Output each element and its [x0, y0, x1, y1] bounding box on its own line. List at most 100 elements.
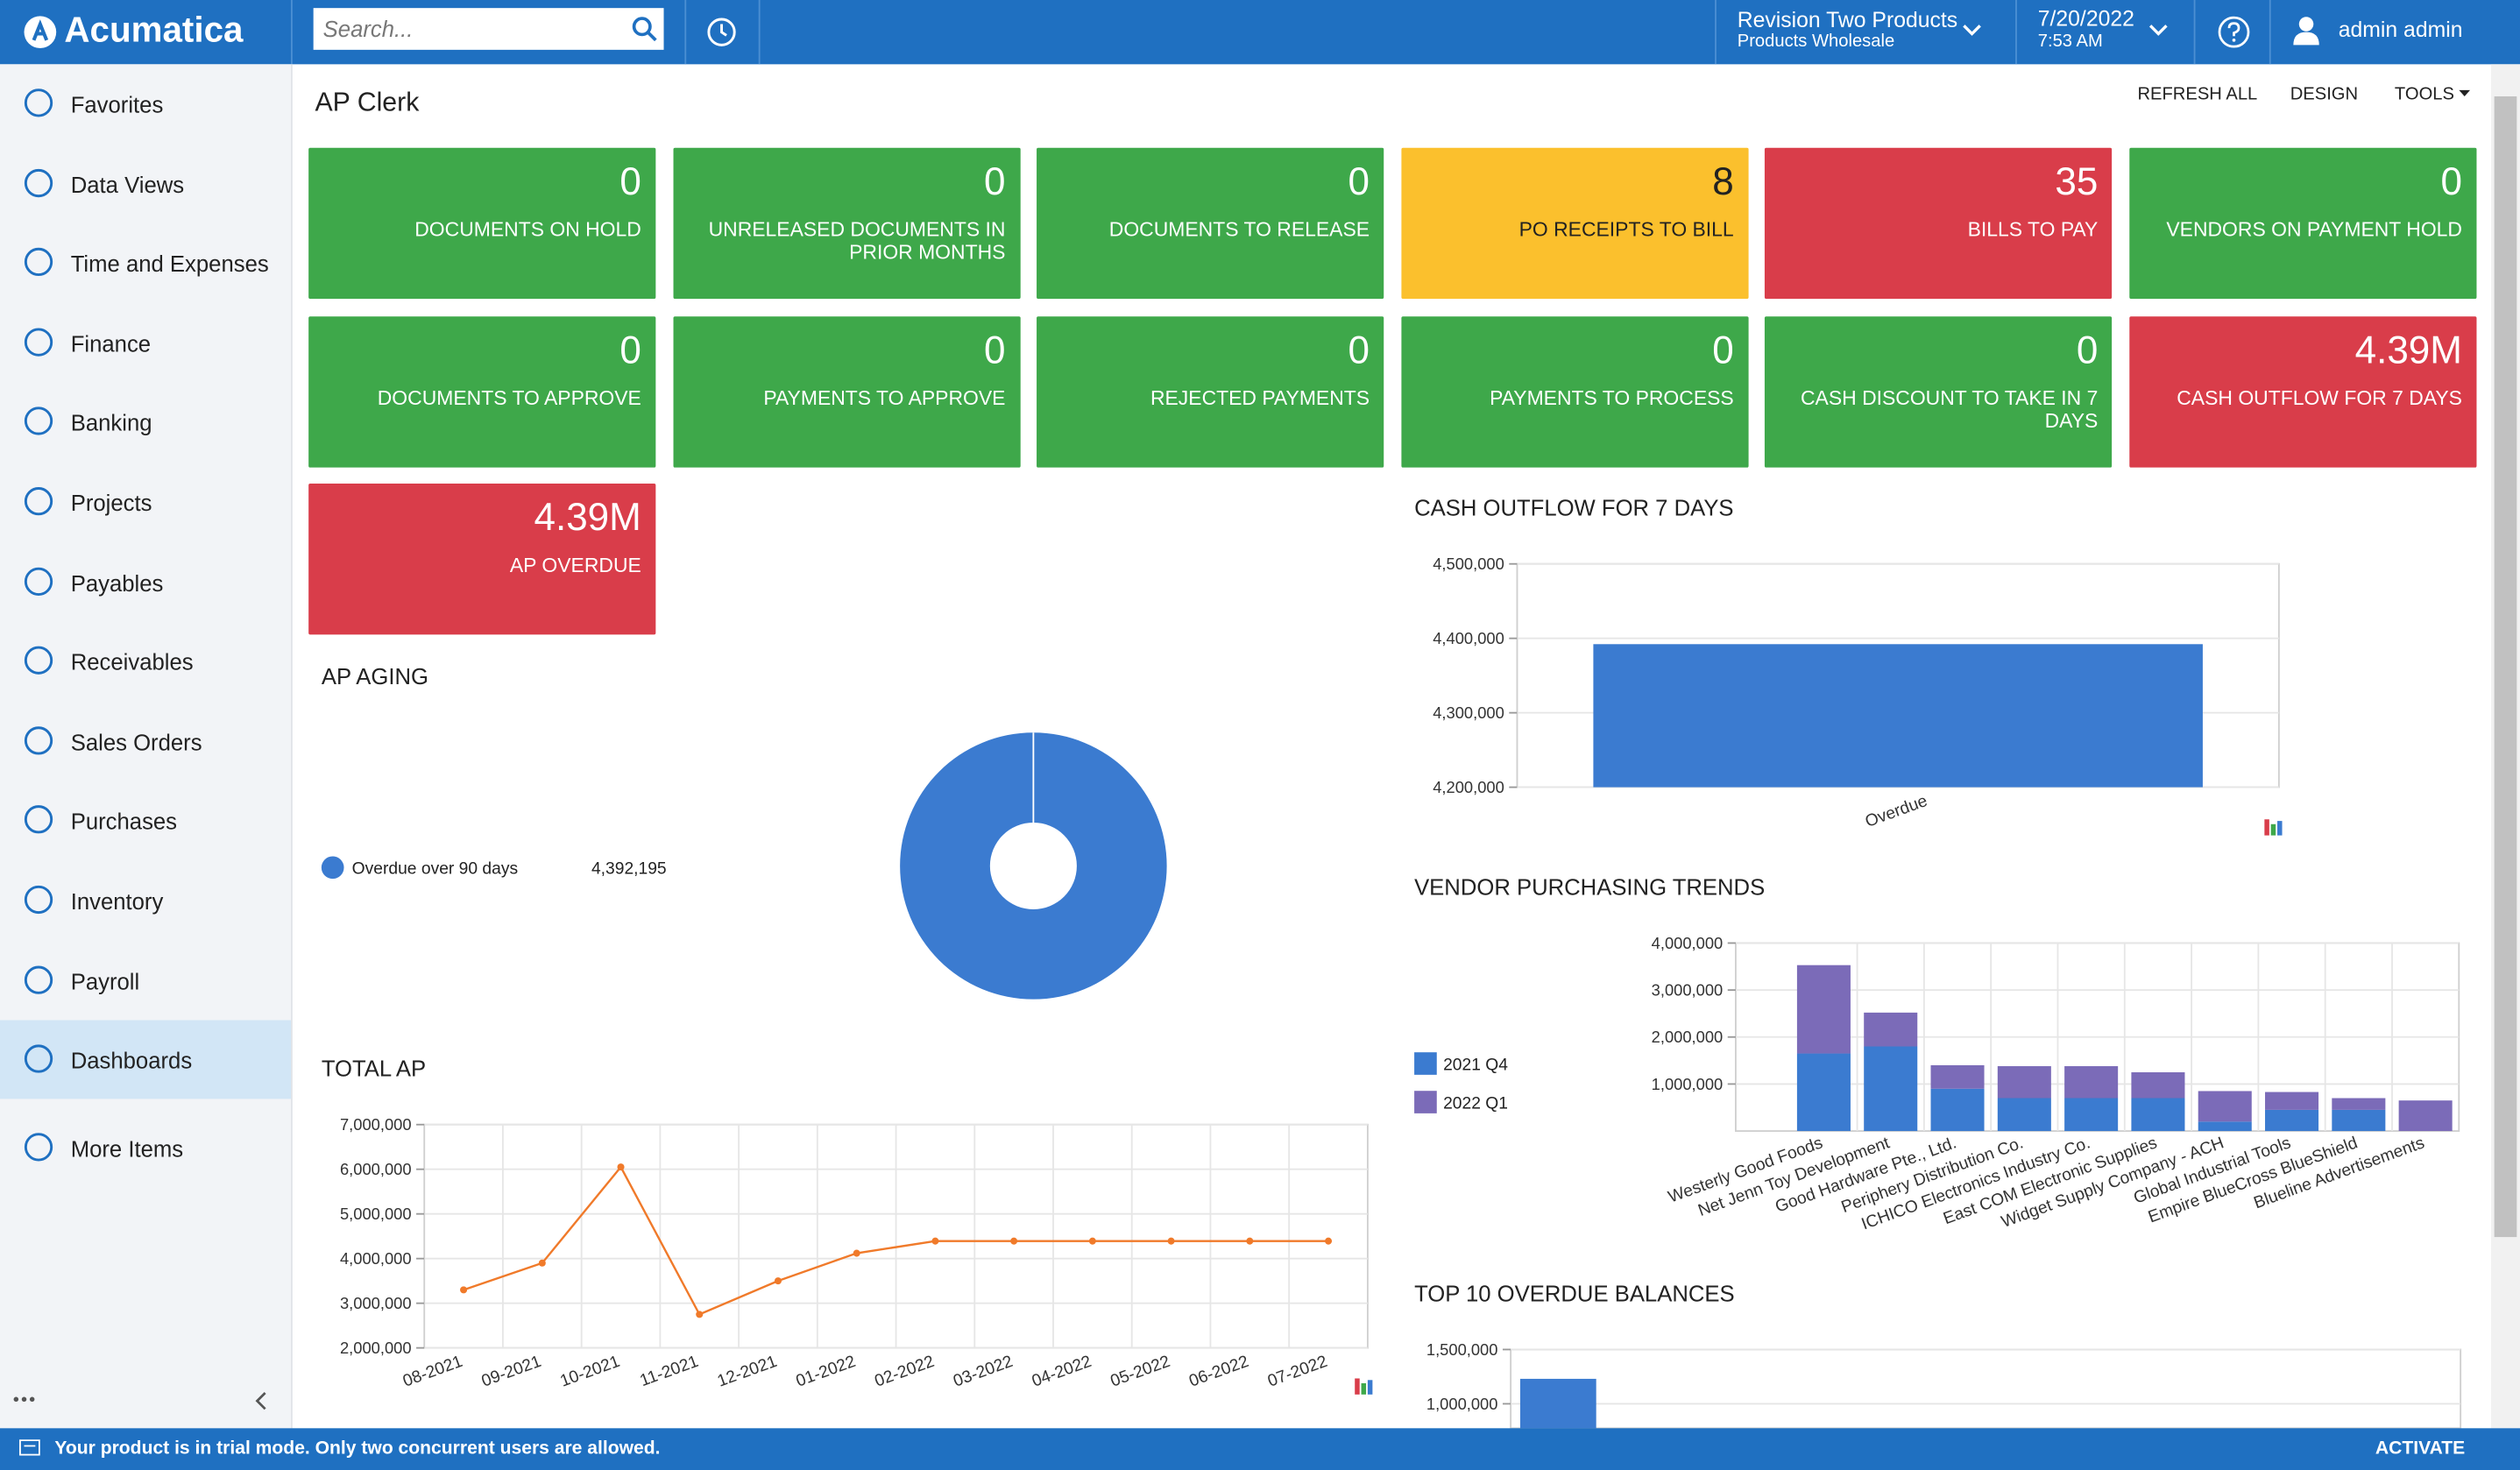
user[interactable]: admin admin	[2338, 18, 2463, 42]
bar-segment	[2332, 1098, 2386, 1110]
kpi-tile[interactable]: 0 VENDORS ON PAYMENT HOLD	[2129, 147, 2477, 300]
scrollbar[interactable]	[2490, 64, 2520, 1429]
footer: Your product is in trial mode. Only two …	[0, 1428, 2520, 1470]
kpi-tile[interactable]: 4.39M AP OVERDUE	[308, 483, 656, 635]
nav-item[interactable]: Payables	[0, 542, 291, 621]
activate[interactable]: ACTIVATE	[2375, 1439, 2466, 1459]
y-tick-label: 1,000,000	[1426, 1395, 1498, 1413]
x-tick-label: 04-2022	[1030, 1353, 1094, 1391]
icon-shape	[24, 1132, 53, 1162]
icon-shape	[24, 566, 53, 596]
x-tick-label: 10-2021	[558, 1353, 623, 1391]
tile-value: 0	[2440, 160, 2462, 204]
kpi-tile[interactable]: 4.39M CASH OUTFLOW FOR 7 DAYS	[2129, 315, 2477, 467]
tile-label: UNRELEASED DOCUMENTS IN PRIOR MONTHS	[708, 218, 1006, 264]
tile-value: 4.39M	[534, 496, 641, 541]
scroll-thumb[interactable]	[2494, 96, 2517, 1238]
collapse-icon[interactable]	[252, 1391, 272, 1410]
icon-shape	[24, 487, 53, 516]
nav-item[interactable]: Projects	[0, 463, 291, 541]
tile-value: 0	[619, 329, 641, 372]
point	[617, 1163, 625, 1171]
bar-segment	[2398, 1100, 2453, 1132]
y-tick-label: 4,500,000	[1433, 555, 1504, 573]
nav-item[interactable]: Receivables	[0, 622, 291, 701]
action[interactable]: TOOLS	[2394, 85, 2454, 105]
nav-icon	[24, 328, 53, 357]
tile-label: BILLS TO PAY	[1967, 218, 2099, 242]
date[interactable]: 7/20/2022	[2037, 6, 2134, 31]
point	[1088, 1237, 1096, 1245]
nav-item[interactable]: More Items	[0, 1108, 291, 1187]
kpi-tile[interactable]: 0 PAYMENTS TO PROCESS	[1401, 315, 1749, 467]
icon-shape	[24, 725, 53, 755]
nav-item[interactable]: Data Views	[0, 144, 291, 223]
user-icon[interactable]	[2290, 15, 2323, 47]
chart-title: VENDOR PURCHASING TRENDS	[1414, 875, 1765, 900]
trial-message: Your product is in trial mode. Only two …	[54, 1439, 661, 1459]
legend-label: 2021 Q4	[1443, 1056, 1508, 1074]
nav-item[interactable]: Payroll	[0, 941, 291, 1020]
legend-label: 2022 Q1	[1443, 1094, 1508, 1113]
time[interactable]: 7:53 AM	[2037, 32, 2103, 52]
help-icon[interactable]	[2216, 15, 2251, 50]
chart-icon	[1355, 1378, 1360, 1395]
nav-item[interactable]: Banking	[0, 383, 291, 462]
nav-label: Receivables	[70, 649, 194, 675]
nav-label: Payables	[70, 569, 164, 596]
nav-icon	[24, 407, 53, 436]
kpi-tile[interactable]: 0 DOCUMENTS ON HOLD	[308, 147, 656, 300]
line	[463, 1165, 1329, 1316]
history-icon[interactable]	[705, 16, 738, 48]
y-tick-label: 7,000,000	[340, 1115, 412, 1134]
more-dots[interactable]	[13, 1395, 39, 1404]
nav-item[interactable]: Inventory	[0, 861, 291, 940]
y-tick-label: 4,200,000	[1433, 778, 1504, 796]
nav-label: Sales Orders	[70, 729, 202, 755]
nav-item[interactable]: Finance	[0, 303, 291, 382]
kpi-tile[interactable]: 0 CASH DISCOUNT TO TAKE IN 7 DAYS	[1765, 315, 2113, 467]
kpi-tile[interactable]: 35 BILLS TO PAY	[1765, 147, 2113, 300]
chart-title: CASH OUTFLOW FOR 7 DAYS	[1414, 497, 1733, 521]
kpi-tile[interactable]: 0 REJECTED PAYMENTS	[1037, 315, 1384, 467]
chevron[interactable]	[2147, 23, 2170, 39]
kpi-tile[interactable]: 8 PO RECEIPTS TO BILL	[1401, 147, 1749, 300]
top-bar: Acumatica Search... Revision Two Product…	[0, 0, 2520, 65]
legend-swatch	[1414, 1091, 1437, 1113]
tile-label: DOCUMENTS TO RELEASE	[1108, 218, 1370, 242]
nav-item[interactable]: Sales Orders	[0, 702, 291, 781]
tile-label: PAYMENTS TO PROCESS	[1490, 386, 1734, 409]
y-tick-label: 2,000,000	[340, 1339, 412, 1357]
plot-frame	[1510, 1348, 2462, 1430]
branch[interactable]: Products Wholesale	[1737, 32, 1895, 52]
brand[interactable]: Acumatica	[64, 10, 244, 50]
action[interactable]: DESIGN	[2290, 85, 2359, 105]
kpi-tile[interactable]: 0 UNRELEASED DOCUMENTS IN PRIOR MONTHS	[672, 147, 1020, 300]
nav-item[interactable]: Time and Expenses	[0, 223, 291, 302]
nav-item[interactable]: Purchases	[0, 781, 291, 860]
point	[696, 1311, 704, 1318]
nav-item[interactable]: Dashboards	[0, 1020, 291, 1099]
search-box[interactable]: Search...	[313, 8, 664, 50]
nav-label: Purchases	[70, 809, 178, 835]
icon-shape	[24, 885, 53, 915]
point	[460, 1286, 468, 1294]
legend-swatch	[1414, 1052, 1437, 1075]
point	[931, 1237, 939, 1245]
kpi-tile[interactable]: 0 DOCUMENTS TO APPROVE	[308, 315, 656, 467]
nav-icon	[24, 646, 53, 675]
bar-segment	[2198, 1121, 2252, 1132]
caret[interactable]	[2459, 89, 2472, 100]
nav-item[interactable]: Favorites	[0, 64, 291, 143]
company[interactable]: Revision Two Products	[1737, 8, 1958, 32]
chevron[interactable]	[1961, 23, 1984, 39]
search-icon[interactable]	[632, 16, 657, 42]
y-tick-label: 4,400,000	[1433, 629, 1504, 647]
tile-value: 0	[983, 160, 1006, 204]
kpi-tile[interactable]: 0 PAYMENTS TO APPROVE	[672, 315, 1020, 467]
kpi-tile[interactable]: 0 DOCUMENTS TO RELEASE	[1037, 147, 1384, 300]
y-tick-label: 6,000,000	[340, 1160, 412, 1178]
action[interactable]: REFRESH ALL	[2137, 85, 2258, 105]
nav-label: Favorites	[70, 91, 164, 117]
x-tick-label: 01-2022	[794, 1353, 859, 1391]
